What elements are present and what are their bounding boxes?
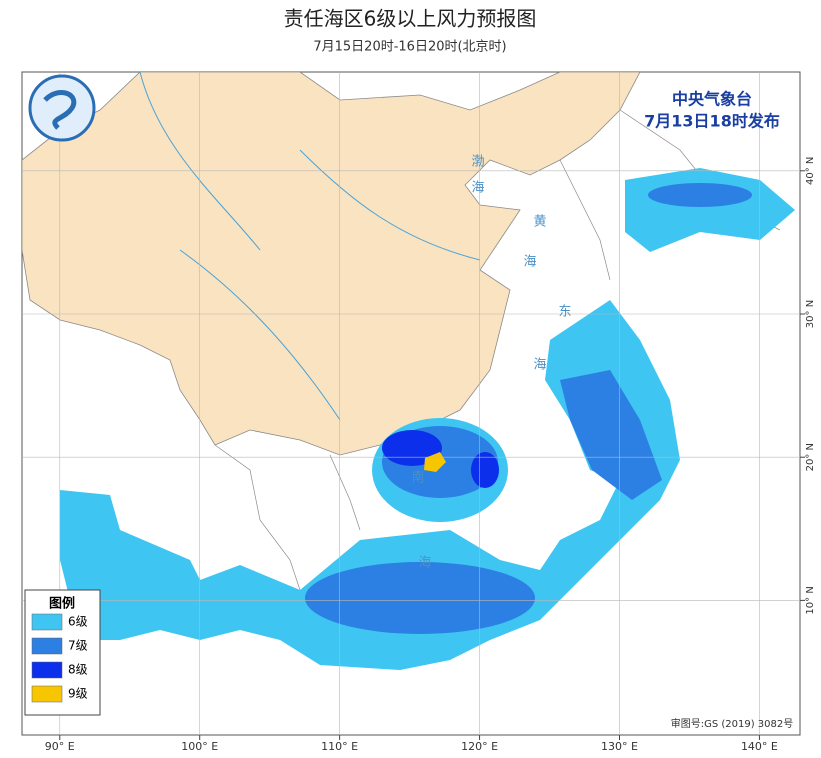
legend-label: 7级 (68, 639, 88, 653)
logo (28, 74, 96, 142)
sea-label: 渤 (471, 154, 484, 170)
x-tick-label: 90° E (45, 740, 75, 753)
y-tick-label: 40° N (805, 157, 816, 185)
sea-label: 海 (471, 181, 484, 196)
wind-area-7 (560, 370, 662, 500)
coastline (214, 109, 781, 591)
sea-label: 海 (523, 255, 536, 270)
legend-label: 9级 (68, 687, 88, 701)
wind-area-7 (305, 562, 535, 634)
subtitle: 7月15日20时-16日20时(北京时) (313, 40, 506, 55)
x-tick-label: 120° E (461, 740, 498, 753)
sea-label: 东 (558, 305, 571, 320)
legend-swatch (31, 661, 63, 679)
y-tick-label: 30° N (805, 300, 816, 328)
sea-label: 南 (411, 470, 424, 486)
issue-time: 7月13日18时发布 (644, 112, 780, 131)
legend-title: 图例 (49, 596, 75, 612)
wind-area-8 (471, 452, 499, 488)
river (139, 72, 481, 421)
sea-label: 黄 (533, 215, 546, 230)
legend-swatch (31, 613, 63, 631)
logo-mark (43, 90, 77, 130)
china-land (22, 72, 641, 456)
legend-swatch (31, 637, 63, 655)
wind-layer (60, 168, 795, 670)
sea-label: 海 (533, 358, 546, 373)
title: 责任海区6级以上风力预报图 (284, 7, 537, 31)
wind-area-7 (648, 183, 752, 207)
legend-label: 6级 (68, 615, 88, 629)
sea-label: 海 (418, 556, 431, 571)
map-layer (22, 72, 781, 591)
x-tick-label: 140° E (741, 740, 778, 753)
legend: 图例 6级 7级 8级 9级 (24, 589, 101, 716)
wind-area-6 (60, 300, 680, 670)
agency-name: 中央气象台 (672, 90, 752, 109)
y-tick-label: 10° N (805, 586, 816, 614)
x-tick-label: 110° E (321, 740, 358, 753)
x-tick-label: 130° E (601, 740, 638, 753)
approval-number: 审图号:GS (2019) 3082号 (671, 717, 794, 730)
legend-swatch (31, 685, 63, 703)
x-tick-label: 100° E (181, 740, 218, 753)
legend-label: 8级 (68, 663, 88, 677)
y-tick-label: 20° N (805, 443, 816, 471)
